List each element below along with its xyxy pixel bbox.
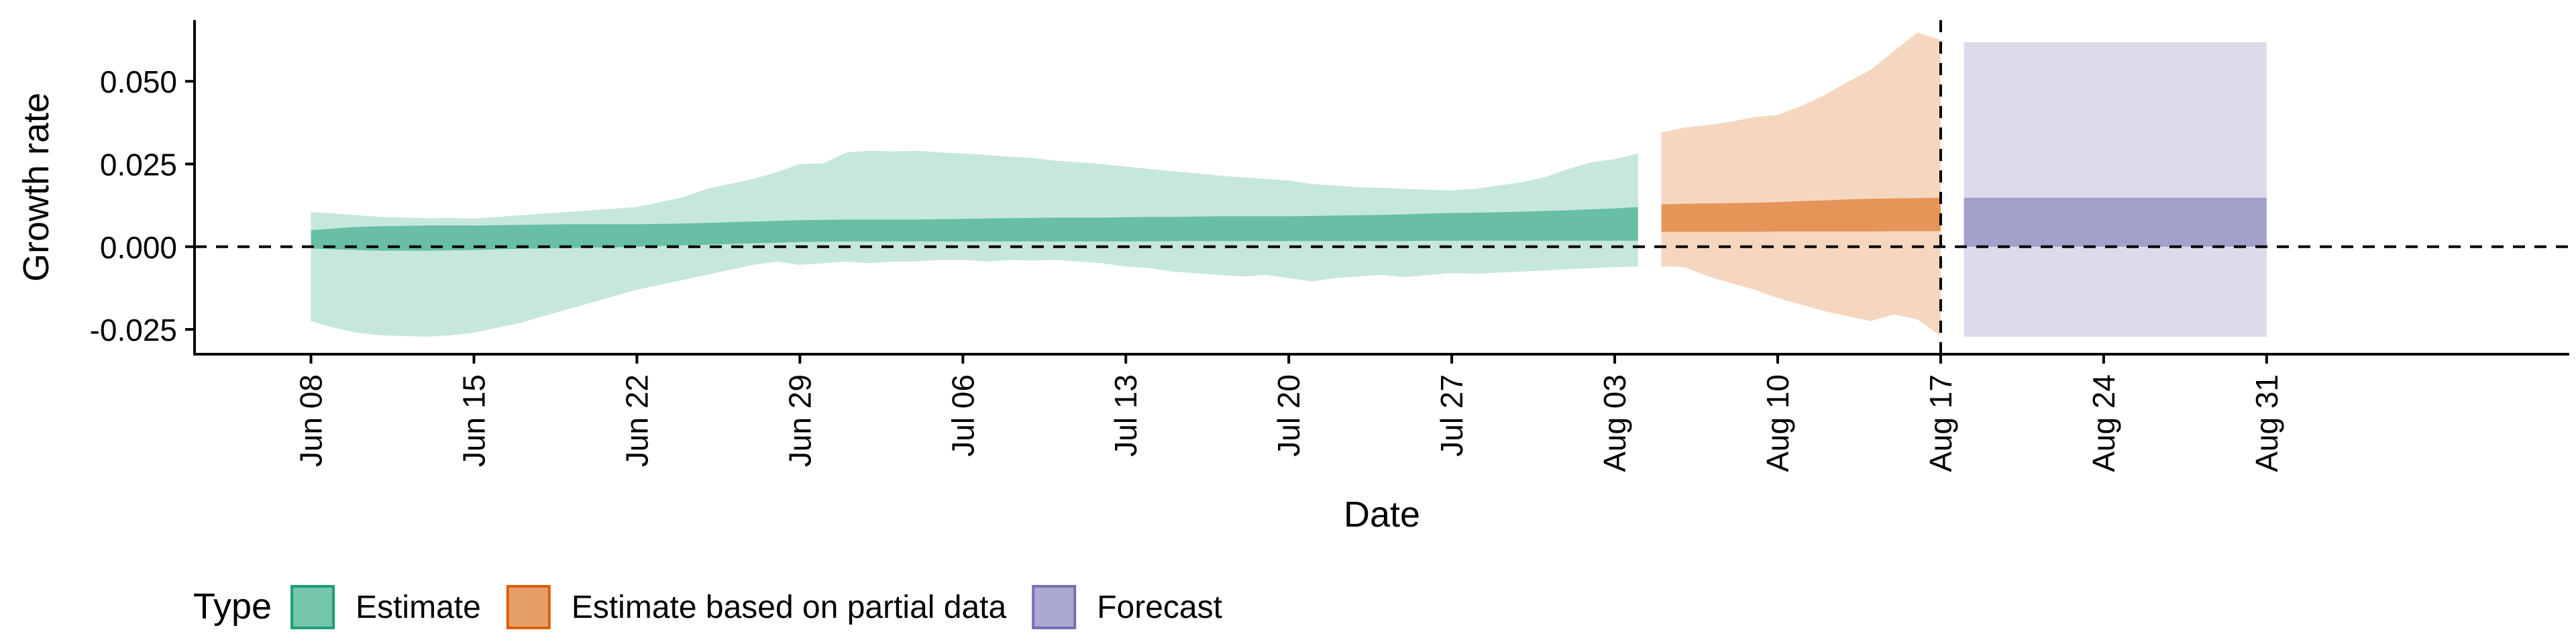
x-tick-label: Aug 24 <box>2086 374 2121 472</box>
x-tick-label: Jun 15 <box>456 374 491 467</box>
chart-bands <box>311 32 2267 337</box>
band-90-forecast <box>1964 42 2267 337</box>
x-axis-label: Date <box>1344 494 1420 535</box>
y-axis-label: Growth rate <box>16 93 56 282</box>
band-90-estimate <box>311 150 1638 337</box>
x-tick-label: Aug 31 <box>2249 374 2284 472</box>
y-tick-label: 0.050 <box>100 64 177 99</box>
legend-swatch-estimate <box>290 585 335 629</box>
x-tick-label: Jun 22 <box>619 374 654 467</box>
x-tick-label: Jul 06 <box>945 374 980 457</box>
legend-swatch-forecast <box>1032 585 1077 629</box>
band-50-estimate <box>311 207 1638 251</box>
band-50-forecast <box>1964 197 2267 247</box>
x-tick-label: Jul 13 <box>1108 374 1143 457</box>
y-tick-label: 0.000 <box>100 230 177 265</box>
legend-label-estimate: Estimate <box>356 590 481 625</box>
y-tick-label: -0.025 <box>90 313 177 347</box>
x-tick-label: Jul 27 <box>1434 374 1469 457</box>
x-tick-label: Aug 03 <box>1597 374 1632 472</box>
legend-label-estimate-based-on-partial-data: Estimate based on partial data <box>572 590 1007 625</box>
y-tick-label: 0.025 <box>100 147 177 182</box>
x-tick-label: Aug 17 <box>1923 374 1958 472</box>
x-tick-label: Aug 10 <box>1760 374 1795 472</box>
legend-title: Type <box>193 586 272 627</box>
chart-axes: -0.025 0.000 0.025 0.050 Jun 08 Jun 15 Jun 22 J… <box>90 20 2569 472</box>
x-tick-label: Jul 20 <box>1271 374 1306 457</box>
band-90-estimate-based-on-partial-data <box>1661 32 1941 336</box>
x-tick-label: Jun 29 <box>782 374 817 467</box>
legend-label-forecast: Forecast <box>1097 590 1222 625</box>
band-50-estimate-based-on-partial-data <box>1661 197 1941 232</box>
legend-swatch-estimate-based-on-partial-data <box>506 585 551 629</box>
legend: Type Estimate Estimate based on partial d… <box>193 585 1222 629</box>
x-tick-label: Jun 08 <box>294 374 329 467</box>
